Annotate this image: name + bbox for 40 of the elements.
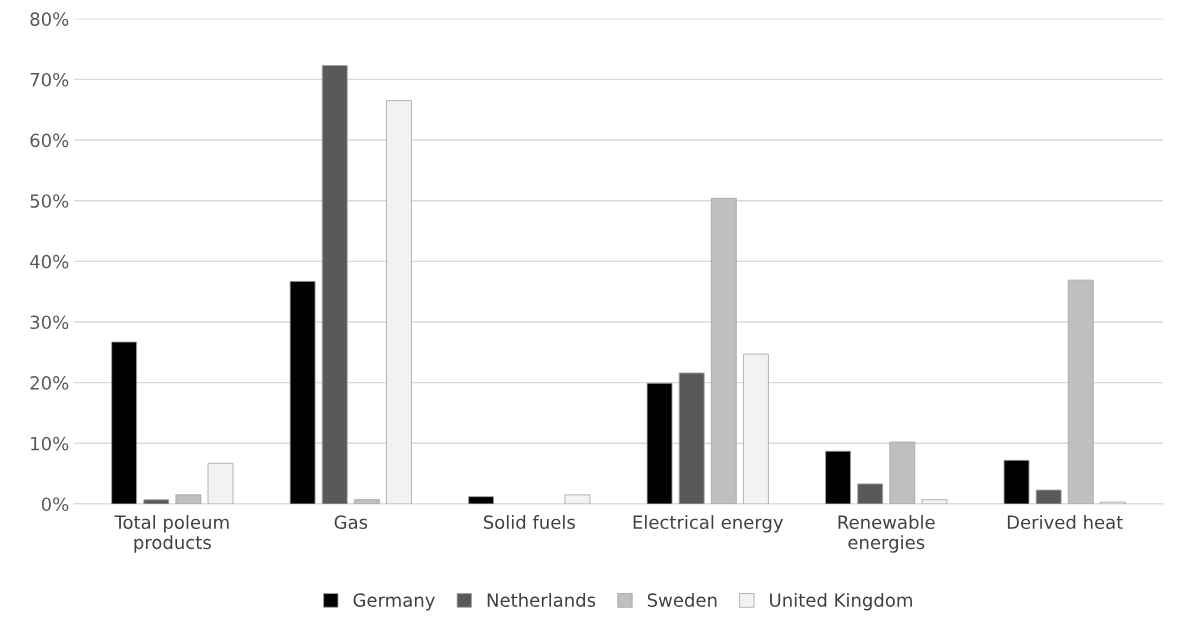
bar xyxy=(1035,489,1062,504)
y-tick-label: 80% xyxy=(30,12,69,26)
bar xyxy=(646,382,673,504)
y-tick-label: 40% xyxy=(30,254,69,269)
y-tick-label: 60% xyxy=(30,133,69,148)
bar xyxy=(825,450,851,504)
legend-label: Netherlands xyxy=(487,592,596,607)
x-tick-label: Gas xyxy=(334,515,368,530)
bar xyxy=(321,65,348,504)
bar xyxy=(111,341,138,504)
bar xyxy=(175,494,202,504)
bar xyxy=(289,280,316,504)
x-tick-label: Electrical energy xyxy=(633,515,784,533)
bar xyxy=(143,499,170,504)
legend-label: Sweden xyxy=(647,592,717,607)
bar xyxy=(386,100,412,504)
bar xyxy=(678,372,705,504)
legend-label: Germany xyxy=(353,593,435,611)
bar xyxy=(710,197,737,504)
x-tick-label: Renewable energies xyxy=(838,515,935,553)
bar xyxy=(564,494,591,504)
y-tick-label: 30% xyxy=(30,315,69,330)
bar xyxy=(1003,459,1030,504)
bar xyxy=(353,499,380,504)
bar xyxy=(921,499,948,504)
y-tick-label: 20% xyxy=(30,376,69,390)
x-tick-label: Solid fuels xyxy=(483,515,575,530)
y-tick-label: 0% xyxy=(41,497,69,512)
y-tick-label: 10% xyxy=(31,436,69,451)
x-tick-label: Derived heat xyxy=(1007,515,1123,530)
bar xyxy=(743,353,769,504)
legend-label: United Kingdom xyxy=(770,592,912,611)
x-tick-label: Total poleum products xyxy=(114,515,229,553)
y-tick-label: 70% xyxy=(30,72,69,87)
bar xyxy=(857,483,884,504)
bar xyxy=(889,441,916,504)
bar xyxy=(1067,279,1094,504)
y-tick-label: 50% xyxy=(30,194,69,208)
bar xyxy=(468,496,494,504)
bar xyxy=(207,462,234,504)
